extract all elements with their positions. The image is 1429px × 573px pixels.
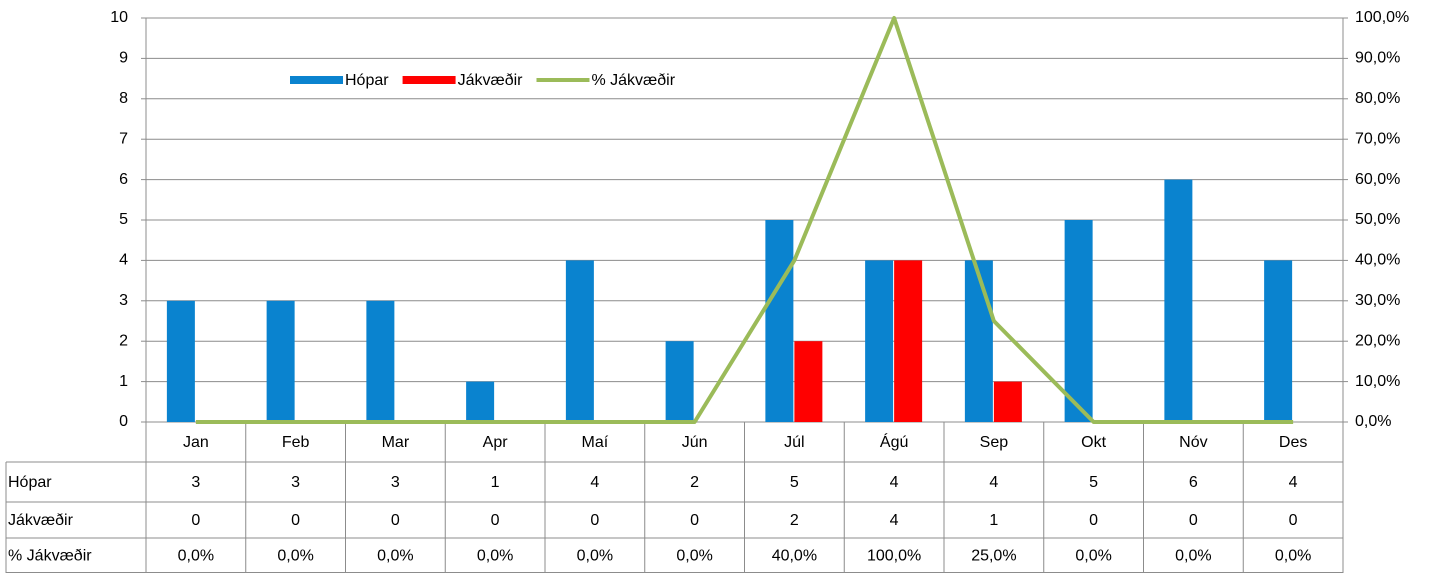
- table-cell: 0,0%: [676, 548, 712, 565]
- table-cell: 40,0%: [772, 548, 817, 565]
- bar: [266, 300, 295, 422]
- table-cell: 1: [989, 512, 998, 529]
- line: [195, 16, 1294, 424]
- table-cell: 4: [590, 474, 599, 491]
- table-cell: 4: [890, 474, 899, 491]
- x-tick-label: Júl: [784, 434, 804, 451]
- table-cell: 1: [491, 474, 500, 491]
- legend-label: Hópar: [345, 72, 389, 89]
- table-cell: 3: [191, 474, 200, 491]
- table-cell: 0,0%: [477, 548, 513, 565]
- legend-swatch: [402, 76, 456, 84]
- bar: [865, 260, 894, 422]
- y-tick-label: 4: [119, 252, 128, 269]
- bar: [1064, 220, 1093, 422]
- y2-tick-label: 60,0%: [1355, 171, 1400, 188]
- bar: [1164, 179, 1193, 422]
- table-cell: 0: [590, 512, 599, 529]
- table-cell: 4: [989, 474, 998, 491]
- y2-tick-label: 90,0%: [1355, 50, 1400, 67]
- y-tick-label: 2: [119, 332, 128, 349]
- table-cell: 2: [790, 512, 799, 529]
- table-cell: 5: [790, 474, 799, 491]
- table-cell: 5: [1089, 474, 1098, 491]
- legend-label: Jákvæðir: [458, 72, 524, 89]
- table-cell: 0: [491, 512, 500, 529]
- y-tick-label: 3: [119, 292, 128, 309]
- table-row-label: Jákvæðir: [8, 512, 74, 529]
- table-cell: 0,0%: [1075, 548, 1111, 565]
- table-cell: 0,0%: [178, 548, 214, 565]
- y2-tick-label: 50,0%: [1355, 211, 1400, 228]
- x-tick-label: Sep: [980, 434, 1009, 451]
- x-tick-label: Mar: [382, 434, 410, 451]
- table-cell: 0: [1289, 512, 1298, 529]
- y-tick-label: 9: [119, 50, 128, 67]
- table-cell: 25,0%: [971, 548, 1016, 565]
- bar: [466, 381, 495, 422]
- y2-tick-label: 70,0%: [1355, 130, 1400, 147]
- y2-tick-label: 0,0%: [1355, 413, 1391, 430]
- x-tick-label: Okt: [1081, 434, 1106, 451]
- y2-tick-label: 30,0%: [1355, 292, 1400, 309]
- x-tick-label: Jan: [183, 434, 209, 451]
- x-tick-label: Maí: [582, 434, 609, 451]
- table-cell: 2: [690, 474, 699, 491]
- table-cell: 100,0%: [867, 548, 921, 565]
- table-cell: 0: [191, 512, 200, 529]
- table-cell: 4: [1289, 474, 1298, 491]
- table-cell: 0: [690, 512, 699, 529]
- x-tick-label: Apr: [483, 434, 509, 451]
- bar: [765, 220, 794, 422]
- legend-label: % Jákvæðir: [591, 72, 675, 89]
- table-cell: 0,0%: [1275, 548, 1311, 565]
- y2-tick-label: 10,0%: [1355, 373, 1400, 390]
- table-cell: 3: [391, 474, 400, 491]
- x-tick-label: Des: [1279, 434, 1307, 451]
- table-cell: 0: [1189, 512, 1198, 529]
- table-cell: 4: [890, 512, 899, 529]
- table-cell: 6: [1189, 474, 1198, 491]
- legend-swatch: [290, 76, 343, 84]
- table-row-label: % Jákvæðir: [8, 548, 92, 565]
- y-tick-label: 6: [119, 171, 128, 188]
- bar: [366, 300, 395, 422]
- y-tick-label: 1: [119, 373, 128, 390]
- table-cell: 3: [291, 474, 300, 491]
- table-cell: 0: [1089, 512, 1098, 529]
- bar: [665, 341, 694, 422]
- y2-tick-label: 100,0%: [1355, 9, 1409, 26]
- y-tick-label: 5: [119, 211, 128, 228]
- table-cell: 0,0%: [577, 548, 613, 565]
- bar: [565, 260, 594, 422]
- y-tick-label: 7: [119, 130, 128, 147]
- y-tick-label: 0: [119, 413, 128, 430]
- y-tick-label: 10: [110, 9, 128, 26]
- y2-tick-label: 40,0%: [1355, 252, 1400, 269]
- bar: [166, 300, 195, 422]
- bar: [894, 260, 923, 422]
- table-row-label: Hópar: [8, 474, 52, 491]
- x-tick-label: Ágú: [880, 432, 908, 451]
- table-cell: 0,0%: [1175, 548, 1211, 565]
- x-tick-label: Feb: [282, 434, 310, 451]
- bar: [993, 381, 1022, 422]
- table-cell: 0: [391, 512, 400, 529]
- bar: [964, 260, 993, 422]
- y2-tick-label: 20,0%: [1355, 332, 1400, 349]
- table-cell: 0,0%: [277, 548, 313, 565]
- bar: [1264, 260, 1293, 422]
- y2-tick-label: 80,0%: [1355, 90, 1400, 107]
- x-tick-label: Nóv: [1179, 434, 1207, 451]
- table-cell: 0,0%: [377, 548, 413, 565]
- x-tick-label: Jún: [682, 434, 708, 451]
- y-tick-label: 8: [119, 90, 128, 107]
- bar: [794, 341, 823, 422]
- table-cell: 0: [291, 512, 300, 529]
